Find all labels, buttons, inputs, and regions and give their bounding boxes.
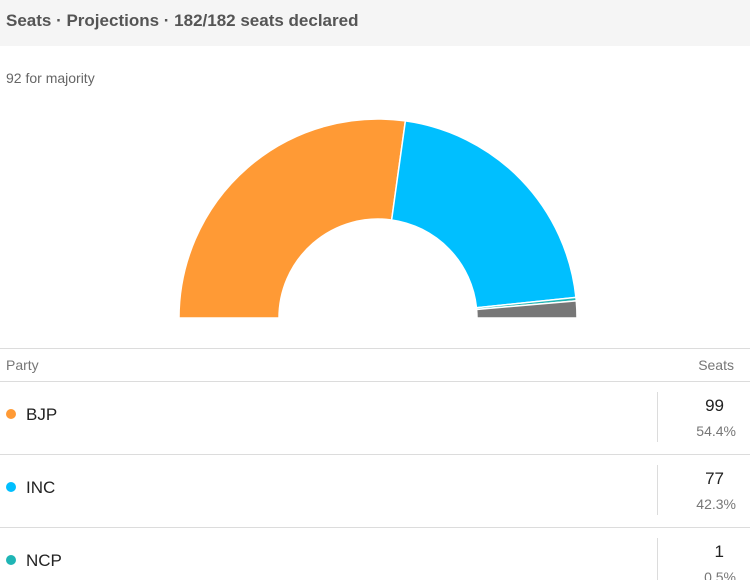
seat-count: 99	[705, 396, 724, 415]
table-row[interactable]: NCP 1 0.5%	[0, 528, 750, 580]
table-row[interactable]: BJP 99 54.4%	[0, 382, 750, 455]
table-row[interactable]: INC 77 42.3%	[0, 455, 750, 528]
column-divider	[657, 392, 658, 442]
party-name: BJP	[26, 405, 58, 424]
table-header: Party Seats	[0, 348, 750, 382]
party-color-dot	[6, 482, 16, 492]
party-name: INC	[26, 478, 56, 497]
seat-count: 1	[714, 542, 724, 561]
pie-slice-bjp[interactable]	[178, 118, 407, 319]
column-divider	[657, 538, 658, 580]
seat-count: 77	[705, 469, 724, 488]
party-color-dot	[6, 555, 16, 565]
pie-slice-inc[interactable]	[390, 120, 577, 309]
party-name: NCP	[26, 551, 62, 570]
seat-percentage: 0.5%	[704, 569, 736, 580]
seat-chart	[178, 118, 578, 319]
seat-percentage: 54.4%	[696, 423, 736, 439]
column-header-seats: Seats	[698, 357, 734, 373]
seat-percentage: 42.3%	[696, 496, 736, 512]
party-color-dot	[6, 409, 16, 419]
pie-slice-others[interactable]	[475, 300, 578, 319]
column-header-party: Party	[6, 357, 39, 373]
header-bar: Seats · Projections · 182/182 seats decl…	[0, 0, 750, 46]
majority-label: 92 for majority	[6, 70, 95, 86]
results-table: Party Seats BJP 99 54.4% INC 77 42.3% NC…	[0, 348, 750, 580]
page-title: Seats · Projections · 182/182 seats decl…	[6, 11, 359, 30]
column-divider	[657, 465, 658, 515]
